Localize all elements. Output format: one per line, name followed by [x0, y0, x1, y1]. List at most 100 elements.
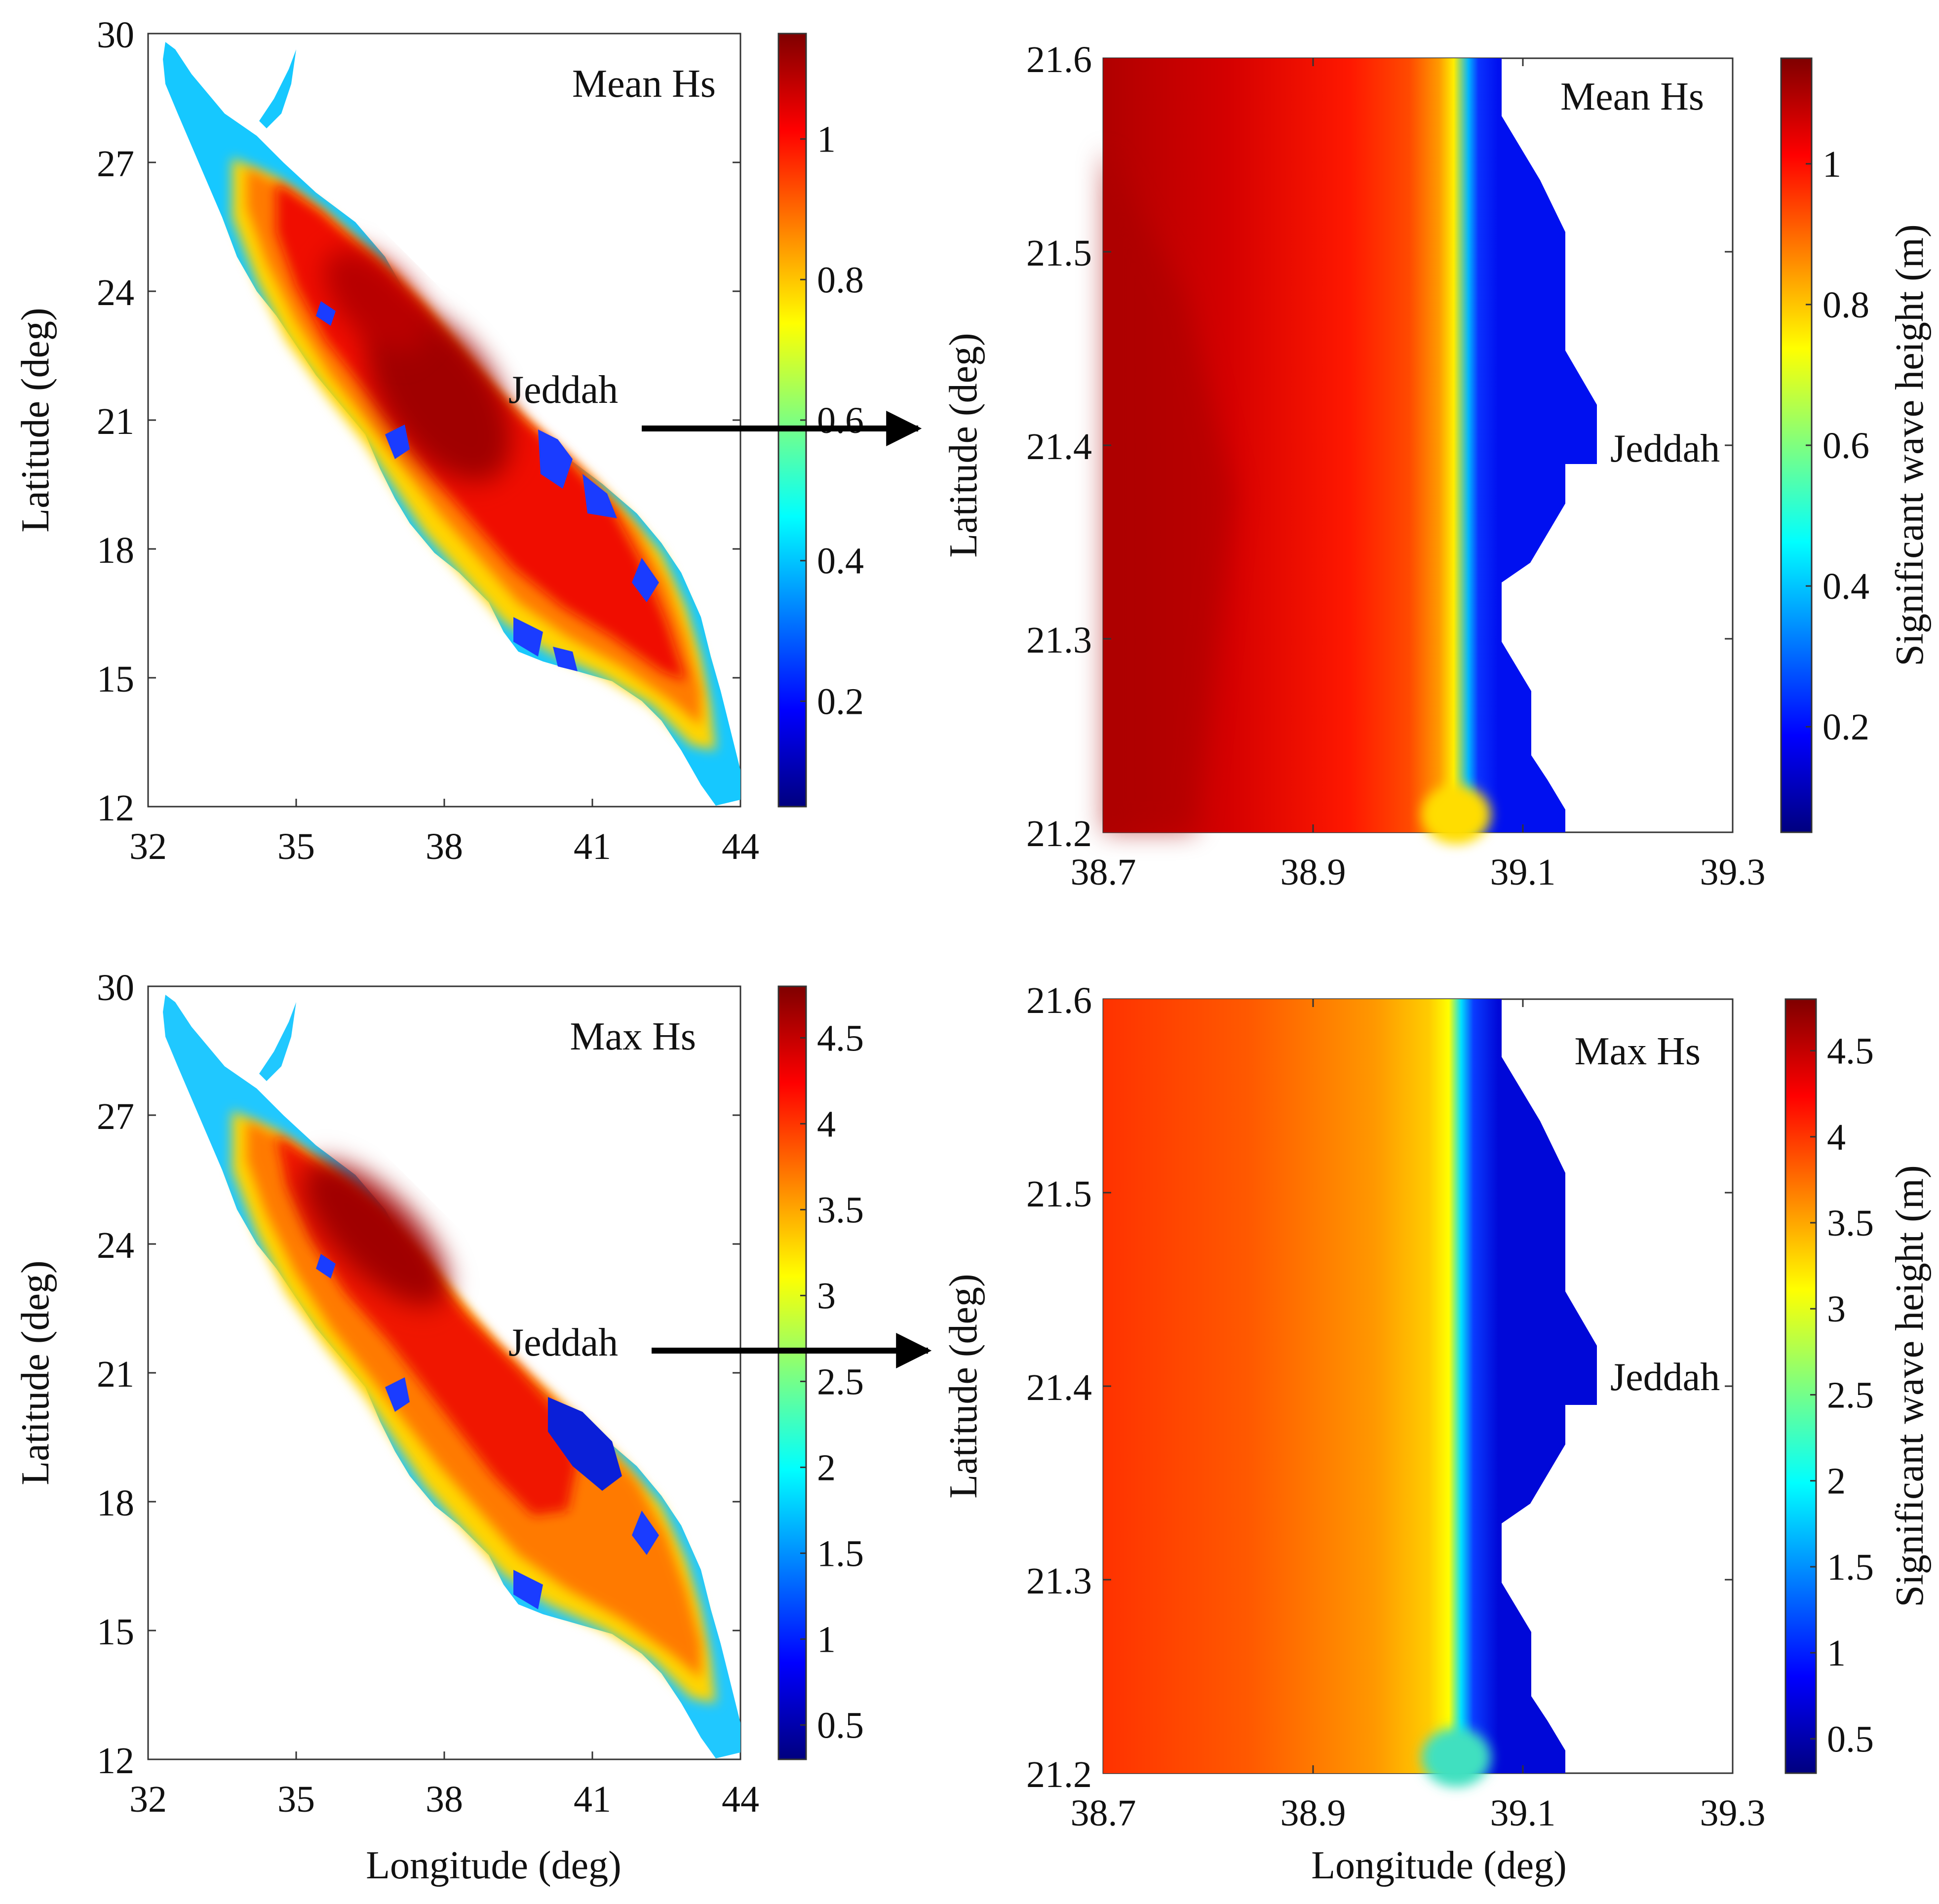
colorbar-tick-label: 0.8: [1823, 284, 1869, 326]
y-tick-label: 21.6: [1026, 39, 1092, 80]
y-tick-label: 21.3: [1026, 1560, 1092, 1602]
panel-jeddah-max: 38.7 38.9 39.1 39.3 21.2 21.3 21.4 21.5 …: [942, 980, 1932, 1887]
zoom-field: [1103, 58, 1597, 832]
colorbar-tick-label: 0.8: [817, 259, 864, 301]
y-tick-label: 30: [97, 967, 134, 1009]
y-tick-label: 21.2: [1026, 813, 1092, 855]
y-axis-label: Latitude (deg): [14, 1260, 57, 1485]
x-tick-label: 38: [426, 1779, 463, 1820]
colorbar-tick-label: 1: [1827, 1632, 1846, 1674]
colorbar-tick-label: 0.6: [817, 400, 864, 441]
panel-title: Mean Hs: [572, 62, 716, 106]
colorbar-tick-label: 3: [817, 1275, 836, 1317]
panel-jeddah-mean: 38.7 38.9 39.1 39.3 21.2 21.3 21.4 21.5 …: [942, 39, 1932, 893]
y-tick-label: 12: [97, 787, 134, 829]
x-tick-label: 35: [277, 826, 315, 867]
colorbar-tick-label: 1.5: [1827, 1547, 1874, 1588]
x-tick-label: 32: [129, 1779, 167, 1820]
x-tick-label: 38.9: [1280, 1792, 1346, 1834]
x-tick-label: 38.7: [1071, 1792, 1136, 1834]
colorbar-tick-label: 0.2: [1823, 706, 1869, 748]
red-sea-field: [163, 995, 740, 1758]
x-tick-label: 38.7: [1071, 852, 1136, 893]
colorbar-tick-label: 2.5: [1827, 1374, 1874, 1416]
colorbar-tick-label: 0.6: [1823, 425, 1869, 466]
y-tick-label: 18: [97, 530, 134, 571]
colorbar-ticks: 0.5 1 1.5 2 2.5 3 3.5 4 4.5: [1810, 1031, 1874, 1760]
x-tick-label: 41: [574, 826, 611, 867]
y-axis-label: Latitude (deg): [14, 308, 57, 532]
colorbar-tick-label: 3.5: [1827, 1203, 1874, 1244]
jeddah-annotation: Jeddah: [508, 1321, 618, 1364]
x-tick-label: 44: [722, 1779, 759, 1820]
y-tick-label: 21.6: [1026, 980, 1092, 1021]
y-tick-label: 15: [97, 1611, 134, 1653]
x-axis-label: Longitude (deg): [1311, 1844, 1567, 1887]
panel-red-sea-mean: 32 35 38 41 44 12 15 18 21 24 27 30 Lati…: [14, 14, 864, 867]
y-tick-label: 24: [97, 272, 134, 313]
red-sea-field: [163, 42, 740, 806]
panel-title: Max Hs: [1574, 1030, 1701, 1073]
gulf-of-aqaba: [259, 49, 296, 128]
colorbar-tick-label: 0.4: [1823, 566, 1869, 607]
colorbar-tick-label: 4: [817, 1103, 836, 1145]
colorbar-tick-label: 1: [817, 1619, 836, 1660]
jeddah-annotation: Jeddah: [1610, 427, 1720, 470]
sea-dark-core-2: [323, 249, 427, 353]
y-axis-label: Latitude (deg): [942, 1274, 985, 1498]
y-tick-label: 18: [97, 1482, 134, 1524]
colorbar-tick-label: 4.5: [817, 1017, 864, 1059]
colorbar-tick-label: 1: [1823, 144, 1841, 185]
colorbar-tick-label: 2: [1827, 1461, 1846, 1502]
y-tick-label: 21: [97, 401, 134, 442]
colorbar-tick-label: 3: [1827, 1288, 1846, 1330]
colorbar-tick-label: 0.5: [817, 1705, 864, 1746]
colorbar-tick-label: 0.5: [1827, 1718, 1874, 1760]
colorbar-ticks: 0.2 0.4 0.6 0.8 1: [800, 119, 864, 722]
colorbar-tick-label: 4: [1827, 1117, 1846, 1158]
colorbar-ticks: 0.2 0.4 0.6 0.8 1: [1806, 144, 1869, 748]
colorbar-tick-label: 4.5: [1827, 1031, 1874, 1072]
panel-red-sea-max: 32 35 38 41 44 12 15 18 21 24 27 30 Lati…: [14, 967, 864, 1887]
coastal-blue-speckles: [316, 301, 659, 671]
x-tick-label: 41: [574, 1779, 611, 1820]
y-tick-label: 21: [97, 1354, 134, 1395]
colorbar-tick-label: 0.4: [817, 541, 864, 582]
zoom-cyan-spot: [1422, 1728, 1491, 1787]
y-tick-label: 15: [97, 659, 134, 700]
x-tick-label: 39.1: [1490, 1792, 1556, 1834]
x-tick-label: 38.9: [1280, 852, 1346, 893]
x-tick-label: 38: [426, 826, 463, 867]
y-tick-label: 30: [97, 14, 134, 56]
zoom-dark-band: [1103, 148, 1234, 832]
coastal-blue-patch: [548, 1397, 622, 1491]
gulf-of-aqaba: [259, 1002, 296, 1081]
x-tick-label: 39.3: [1700, 852, 1766, 893]
x-tick-label: 32: [129, 826, 167, 867]
y-tick-label: 21.3: [1026, 620, 1092, 661]
colorbar-tick-label: 3.5: [817, 1189, 864, 1231]
y-axis-label: Latitude (deg): [942, 333, 985, 557]
x-tick-label: 44: [722, 826, 759, 867]
y-tick-label: 24: [97, 1225, 134, 1266]
zoom-yellow-spot: [1422, 785, 1491, 844]
y-tick-label: 27: [97, 1096, 134, 1137]
colorbar-ticks: 0.5 1 1.5 2 2.5 3 3.5 4 4.5: [800, 1017, 864, 1746]
colorbar-tick-label: 0.2: [817, 681, 864, 722]
sea-dark-core: [303, 1162, 447, 1306]
x-axis-label: Longitude (deg): [366, 1844, 621, 1887]
y-tick-label: 21.2: [1026, 1754, 1092, 1795]
zoom-field: [1103, 999, 1597, 1773]
colorbar-label: Significant wave height (m): [1888, 224, 1932, 666]
y-tick-label: 21.4: [1026, 1367, 1092, 1408]
x-tick-label: 35: [277, 1779, 315, 1820]
y-tick-label: 21.4: [1026, 426, 1092, 467]
colorbar: [777, 985, 807, 1760]
panel-title: Max Hs: [570, 1015, 696, 1058]
colorbar-tick-label: 2: [817, 1447, 836, 1488]
colorbar-label: Significant wave height (m): [1888, 1165, 1932, 1607]
x-tick-label: 39.3: [1700, 1792, 1766, 1834]
y-tick-label: 21.5: [1026, 1173, 1092, 1215]
y-tick-label: 21.5: [1026, 233, 1092, 274]
